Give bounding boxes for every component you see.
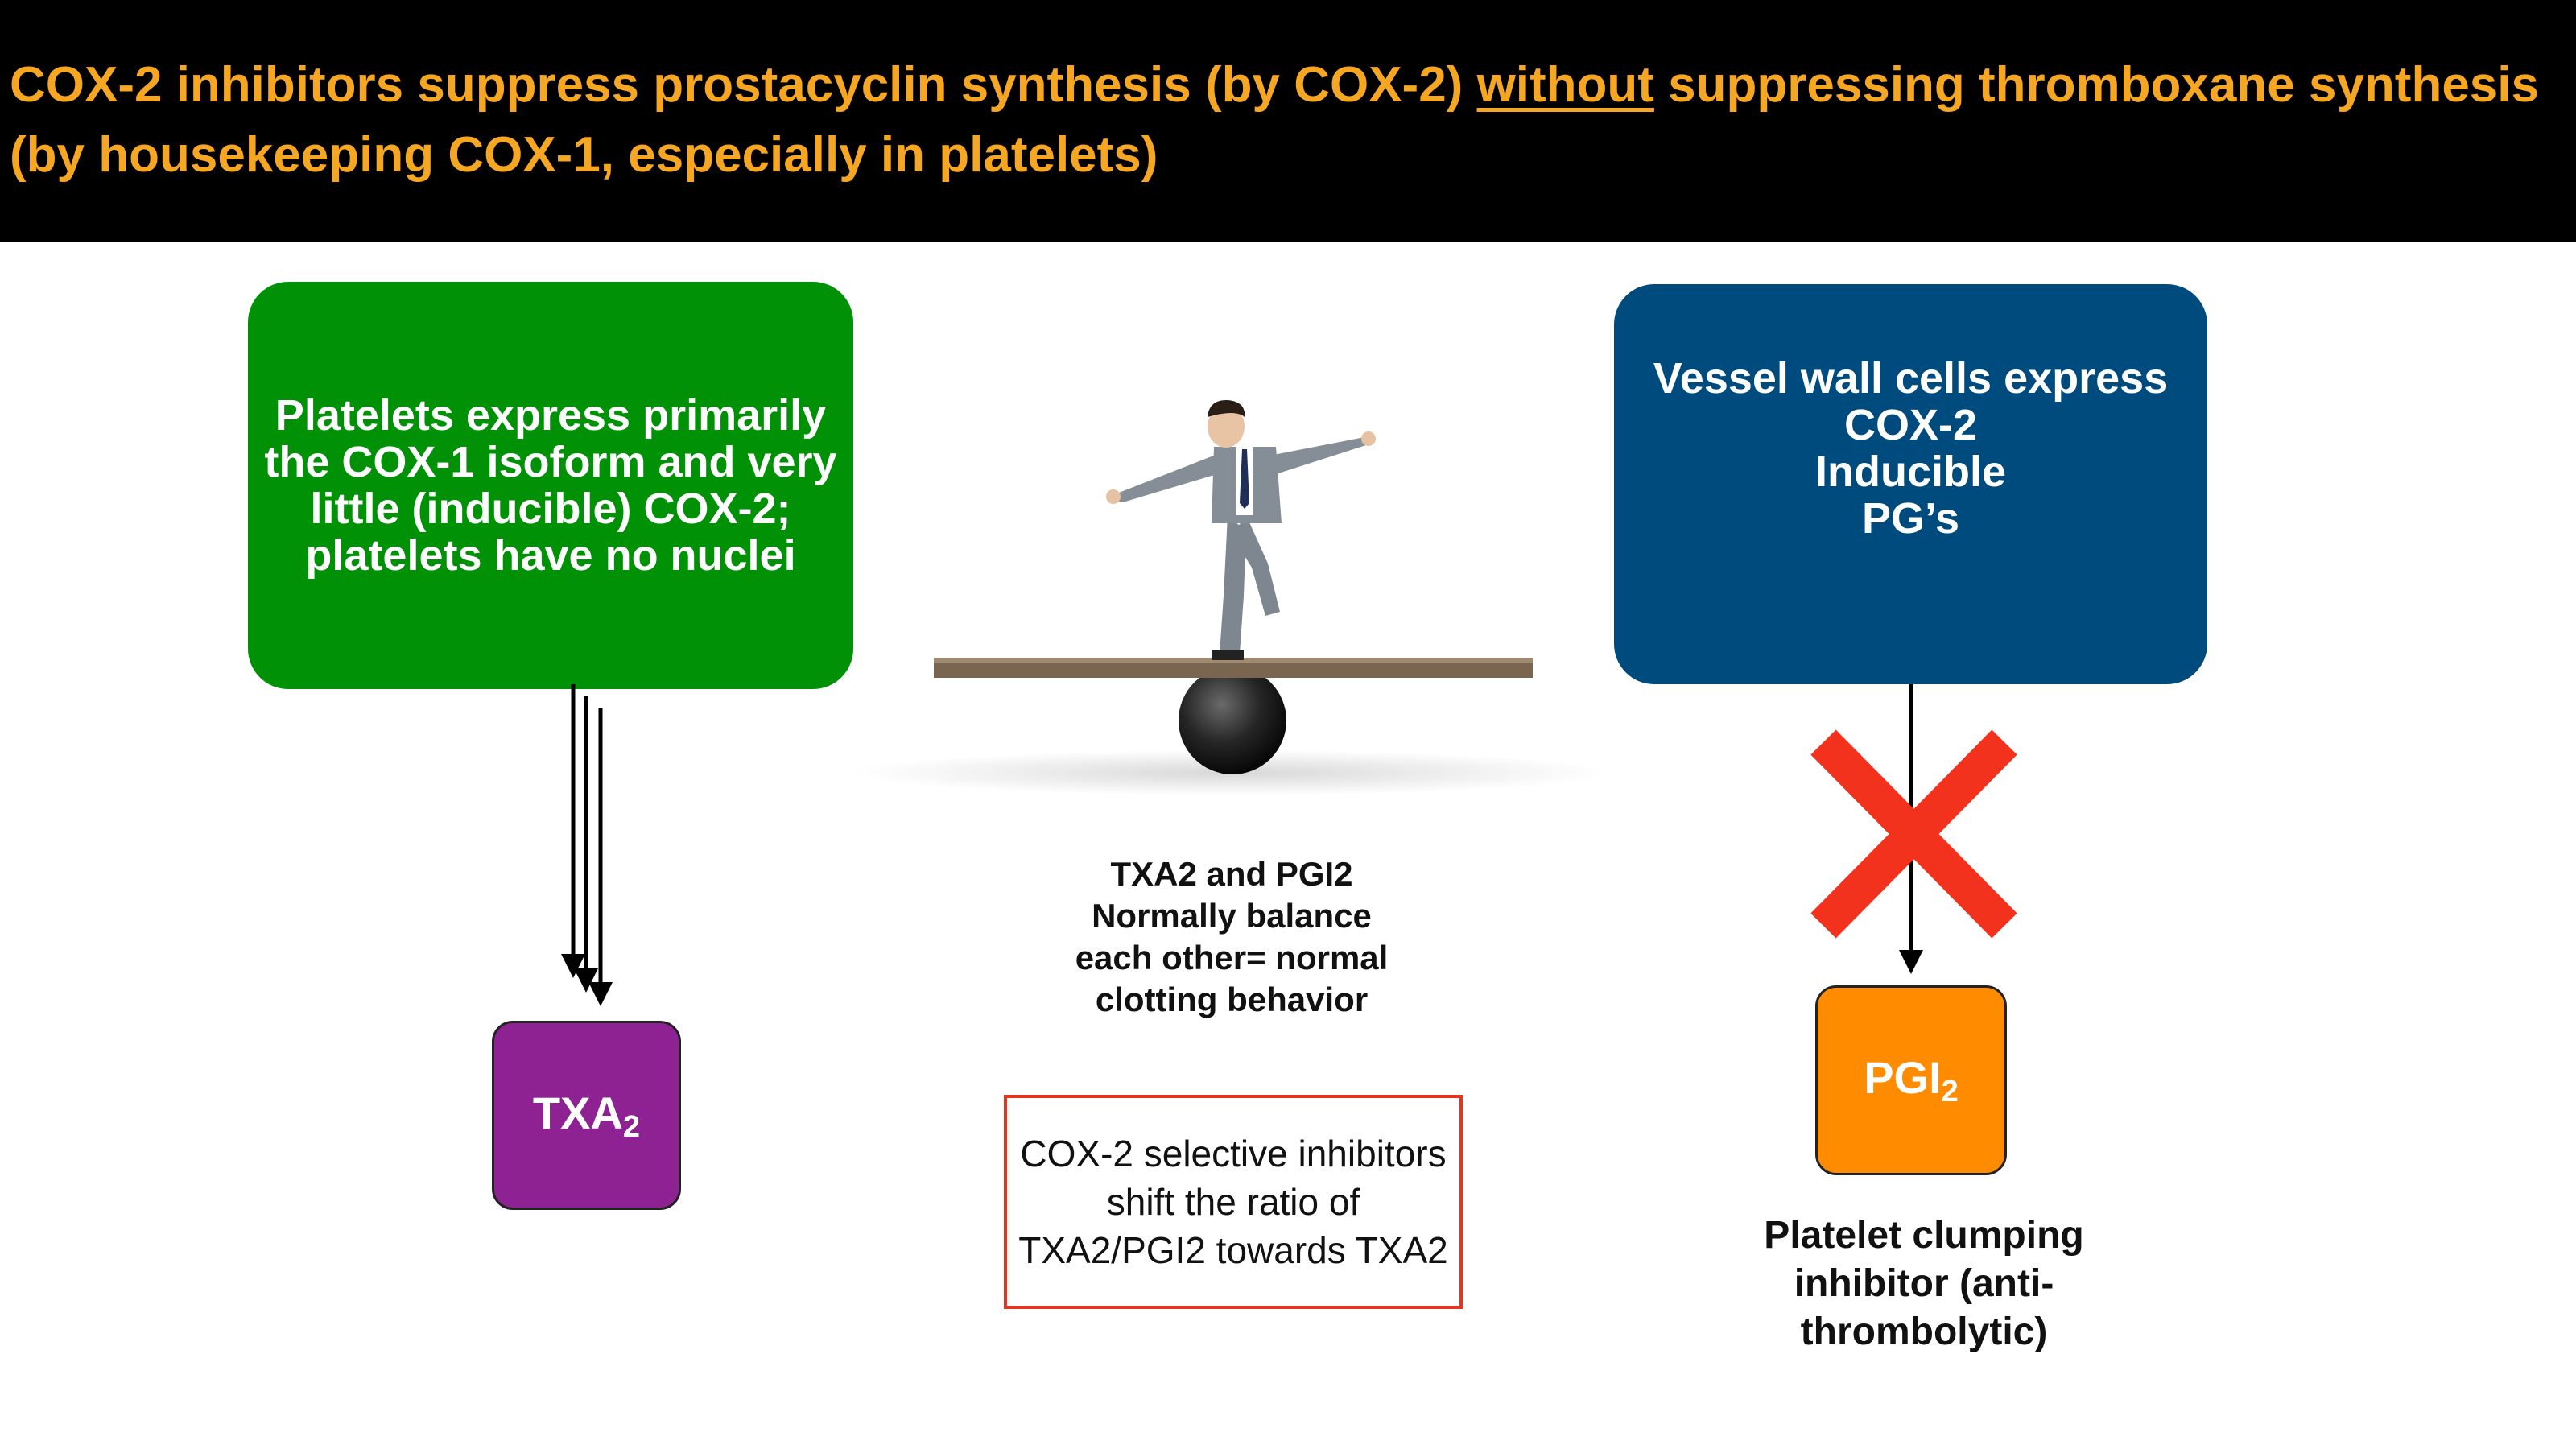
vessel-wall-line-4: PG’s: [1861, 493, 1960, 543]
platelet-caption-line-2: inhibitor (anti-: [1794, 1262, 2054, 1305]
man-balancing-on-seesaw-icon: [853, 399, 1610, 795]
pgi2-subscript: 2: [1941, 1075, 1959, 1108]
vessel-wall-line-2: COX-2: [1843, 400, 1978, 449]
balance-caption-line-1: TXA2 and PGI2: [1110, 855, 1353, 893]
balance-caption-line-2: Normally balance: [1092, 897, 1372, 935]
platelet-caption-line-1: Platelet clumping: [1764, 1214, 2084, 1257]
platelet-caption: Platelet clumping inhibitor (anti- throm…: [1715, 1212, 2133, 1356]
txa2-label: TXA2: [533, 1087, 640, 1145]
balance-caption-line-4: clotting behavior: [1095, 980, 1368, 1018]
balance-caption-line-3: each other= normal: [1075, 939, 1389, 976]
header-banner: COX-2 inhibitors suppress prostacyclin s…: [0, 0, 2576, 242]
page-title: COX-2 inhibitors suppress prostacyclin s…: [10, 50, 2545, 190]
cox1-arrows: [561, 684, 613, 1006]
platelets-box-text: Platelets express primarily the COX-1 is…: [264, 391, 837, 580]
title-part-2: suppressing thromboxane synthesis (by ho…: [10, 57, 2539, 183]
red-x-icon: [1810, 729, 2017, 939]
pgi2-label: PGI2: [1864, 1051, 1959, 1109]
vessel-wall-line-1: Vessel wall cells express: [1653, 353, 2169, 402]
vessel-wall-text: Vessel wall cells express COX-2 Inducibl…: [1653, 355, 2168, 542]
title-emphasis: without: [1476, 57, 1654, 113]
txa2-base: TXA: [532, 1087, 623, 1138]
pgi2-base: PGI: [1864, 1052, 1942, 1103]
balance-caption: TXA2 and PGI2 Normally balance each othe…: [990, 853, 1473, 1021]
ratio-note-box: COX-2 selective inhibitors shift the rat…: [1004, 1095, 1463, 1309]
ratio-note-text: COX-2 selective inhibitors shift the rat…: [1018, 1133, 1448, 1271]
pgi2-box: PGI2: [1815, 985, 2007, 1175]
platelets-box: Platelets express primarily the COX-1 is…: [248, 282, 853, 689]
vessel-wall-line-3: Inducible: [1814, 447, 2006, 496]
vessel-wall-box: Vessel wall cells express COX-2 Inducibl…: [1614, 284, 2207, 684]
txa2-box: TXA2: [492, 1021, 681, 1210]
txa2-subscript: 2: [622, 1109, 641, 1144]
platelet-caption-line-3: thrombolytic): [1800, 1311, 2048, 1353]
title-part-1: COX-2 inhibitors suppress prostacyclin s…: [10, 57, 1477, 113]
